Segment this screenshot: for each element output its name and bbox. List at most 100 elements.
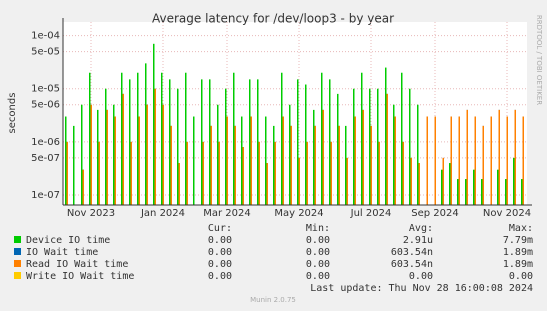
spike <box>457 179 459 205</box>
plot-area <box>63 22 527 205</box>
spike <box>522 116 524 205</box>
spike <box>66 141 68 205</box>
summary-value: 0.00 <box>306 247 330 258</box>
spike <box>89 72 91 205</box>
summary-value: 0.00 <box>208 271 232 282</box>
x-tick-label: Nov 2024 <box>483 208 531 219</box>
summary-value: 1.89m <box>503 247 533 258</box>
spike <box>369 88 371 205</box>
spike <box>378 141 380 205</box>
spike <box>106 109 108 205</box>
spike <box>314 125 316 205</box>
spike <box>393 104 395 205</box>
footer: Munin 2.0.75 <box>250 296 296 304</box>
last-update: Last update: Thu Nov 28 16:00:08 2024 <box>310 283 533 294</box>
summary-value: 0.00 <box>208 247 232 258</box>
spike <box>497 169 499 205</box>
spike <box>394 116 396 205</box>
spike <box>98 141 100 205</box>
spike <box>178 163 180 205</box>
spike <box>81 104 83 205</box>
summary-value: 1.89m <box>503 259 533 270</box>
spike <box>226 116 228 205</box>
spike <box>121 72 123 205</box>
spike <box>345 125 347 205</box>
spike <box>338 125 340 205</box>
spike <box>154 88 156 205</box>
chart-title: Average latency for /dev/loop3 - by year <box>152 12 394 26</box>
spike <box>273 125 275 205</box>
x-tick-label: Nov 2023 <box>67 208 115 219</box>
spike <box>410 157 412 205</box>
spike <box>505 179 507 205</box>
summary-header: Max: <box>509 223 533 234</box>
spike <box>514 109 516 205</box>
spike <box>321 72 323 205</box>
spike <box>281 72 283 205</box>
spike <box>377 88 379 205</box>
spike <box>169 79 171 205</box>
y-tick-label: 1e-05 <box>31 84 60 95</box>
spike <box>441 169 443 205</box>
spike <box>297 79 299 205</box>
spike <box>418 163 420 205</box>
spike <box>73 125 75 205</box>
spike <box>442 157 444 205</box>
spike <box>265 116 267 205</box>
summary-value: 0.00 <box>409 271 433 282</box>
spike <box>482 125 484 205</box>
spike <box>306 141 308 205</box>
y-tick-label: 5e-07 <box>31 153 60 164</box>
spike <box>138 116 140 205</box>
spike <box>258 141 260 205</box>
spike <box>513 157 515 205</box>
spike <box>161 72 163 205</box>
spike <box>458 116 460 205</box>
legend-label: Read IO Wait time <box>26 259 128 270</box>
spike <box>386 93 388 205</box>
spike <box>249 79 251 205</box>
y-tick-label: 5e-05 <box>31 47 60 58</box>
spike <box>210 125 212 205</box>
spike <box>298 157 300 205</box>
summary-value: 603.54n <box>391 247 433 258</box>
spike <box>409 88 411 205</box>
spike <box>145 63 147 206</box>
summary-value: 7.79m <box>503 235 533 246</box>
spike <box>177 88 179 205</box>
spike <box>202 141 204 205</box>
legend-swatch <box>14 248 21 255</box>
spike <box>346 157 348 205</box>
legend-label: Device IO time <box>26 235 110 246</box>
spike <box>217 104 219 205</box>
spike <box>65 116 67 205</box>
spike <box>129 79 131 205</box>
spike <box>354 116 356 205</box>
spike <box>225 88 227 205</box>
spike <box>137 72 139 205</box>
spike <box>290 125 292 205</box>
spike <box>218 141 220 205</box>
y-tick-label: 1e-06 <box>31 137 60 148</box>
summary-value: 0.00 <box>208 235 232 246</box>
spike <box>402 141 404 205</box>
spike <box>241 116 243 205</box>
spike <box>82 169 84 205</box>
spike <box>234 125 236 205</box>
spike <box>201 79 203 205</box>
spike <box>122 93 124 205</box>
spike <box>266 163 268 205</box>
legend-swatch <box>14 236 21 243</box>
spike <box>481 179 483 205</box>
spike <box>473 169 475 205</box>
y-tick-label: 1e-07 <box>31 190 60 201</box>
spike <box>153 43 155 205</box>
x-tick-label: Jul 2024 <box>350 208 392 219</box>
side-label: RRDTOOL / TOBI OETIKER <box>535 15 543 105</box>
spike <box>330 141 332 205</box>
spike <box>114 116 116 205</box>
spike <box>282 116 284 205</box>
spike <box>250 116 252 205</box>
spike <box>329 79 331 205</box>
